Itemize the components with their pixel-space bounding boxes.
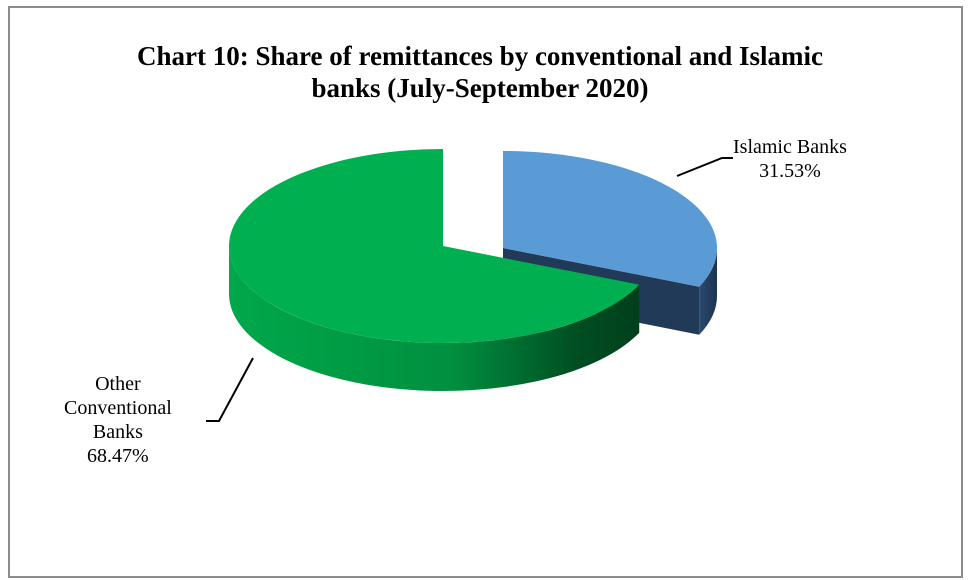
slice-other-conventional-banks [228,149,640,343]
slice-label-islamic-banks-value: 31.53% [759,160,821,182]
leader-line-other-conventional-banks [206,357,254,422]
slice-label-other-conventional-banks-value: 68.47% [87,445,149,467]
slice-label-other-conventional-banks-name-3: Banks [92,421,143,443]
leader-line-islamic-banks [676,157,733,177]
chart-title-line-1: Chart 10: Share of remittances by conven… [137,41,823,71]
chart-title: Chart 10: Share of remittances by conven… [90,40,870,104]
slice-label-other-conventional-banks: Other Conventional Banks 68.47% [64,372,172,468]
slice-islamic-banks [503,151,717,287]
slice-label-other-conventional-banks-name-2: Conventional [64,397,172,419]
slice-label-islamic-banks: Islamic Banks 31.53% [733,135,847,183]
slice-label-islamic-banks-name: Islamic Banks [733,136,847,158]
slice-side-other-conventional-banks [229,246,640,391]
slice-side-islamic-banks [699,248,717,335]
chart-title-line-2: banks (July-September 2020) [311,73,649,103]
slice-label-other-conventional-banks-name-1: Other [95,373,141,395]
